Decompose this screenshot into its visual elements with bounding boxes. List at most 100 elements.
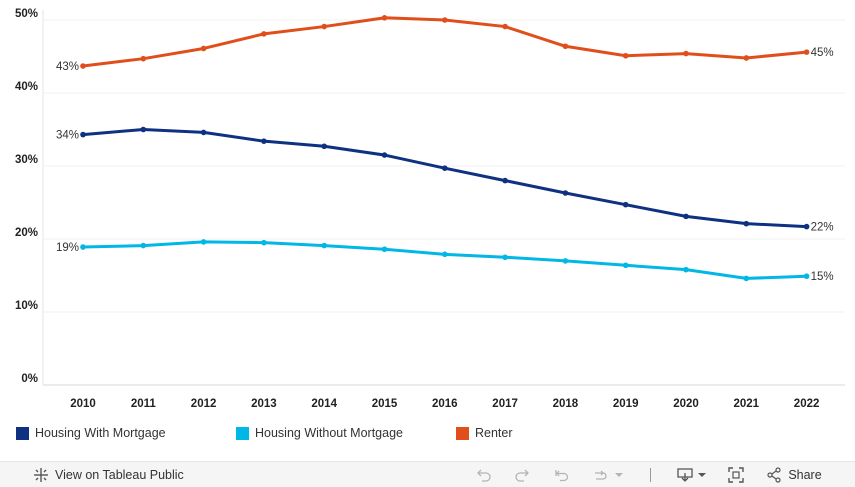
data-point xyxy=(140,242,147,249)
gridlines xyxy=(42,10,845,386)
undo-button[interactable] xyxy=(474,462,494,487)
data-point xyxy=(803,273,810,280)
data-point xyxy=(80,63,86,69)
y-tick-label: 0% xyxy=(21,373,38,385)
revert-button[interactable] xyxy=(552,462,572,487)
series-line xyxy=(82,128,807,229)
refresh-button[interactable] xyxy=(590,462,626,487)
x-tick-label: 2015 xyxy=(372,398,398,410)
data-point xyxy=(321,143,328,150)
y-tick-label: 10% xyxy=(15,300,38,312)
fullscreen-icon xyxy=(728,467,744,483)
y-axis: 0% 10% 20% 30% 40% 50% xyxy=(15,8,38,385)
data-point xyxy=(321,242,328,249)
line-chart: 0% 10% 20% 30% 40% 50% 2010 2011 2012 2013 2014 20… xyxy=(15,8,845,410)
data-point xyxy=(803,223,810,230)
legend-label: Housing With Mortgage xyxy=(35,426,166,440)
data-point xyxy=(200,239,207,245)
x-tick-label: 2018 xyxy=(553,398,579,410)
view-on-tableau-label: View on Tableau Public xyxy=(55,467,184,482)
refresh-icon xyxy=(595,470,607,480)
x-tick-label: 2014 xyxy=(311,398,337,410)
data-point xyxy=(743,275,750,282)
data-point xyxy=(622,262,629,269)
revert-icon xyxy=(555,470,569,482)
x-tick-label: 2022 xyxy=(794,398,820,410)
start-data-label: 34% xyxy=(56,130,79,142)
download-icon xyxy=(677,468,693,482)
data-point xyxy=(743,220,750,227)
legend-swatch xyxy=(16,426,29,440)
end-data-label: 45% xyxy=(811,47,834,59)
data-point xyxy=(381,152,388,158)
data-point xyxy=(502,23,508,30)
chevron-down-icon xyxy=(698,473,706,477)
download-button[interactable] xyxy=(676,462,708,487)
data-point xyxy=(80,244,86,250)
end-data-label: 15% xyxy=(811,271,834,283)
tableau-logo-icon xyxy=(34,467,48,482)
data-point xyxy=(442,251,448,258)
view-on-tableau-button[interactable]: View on Tableau Public xyxy=(33,467,184,483)
legend: Housing With Mortgage Housing Without Mo… xyxy=(16,426,513,440)
redo-icon xyxy=(515,469,529,482)
data-point xyxy=(683,50,689,57)
redo-button[interactable] xyxy=(512,462,532,487)
data-point xyxy=(140,126,147,133)
y-tick-label: 50% xyxy=(15,8,38,20)
x-tick-label: 2020 xyxy=(673,398,699,410)
legend-item-with-mortgage[interactable]: Housing With Mortgage xyxy=(16,426,236,440)
data-point xyxy=(803,49,810,55)
legend-label: Renter xyxy=(475,426,513,440)
data-point xyxy=(381,246,388,253)
data-point xyxy=(562,190,569,196)
x-tick-label: 2021 xyxy=(734,398,760,410)
data-point xyxy=(442,17,448,23)
x-axis: 2010 2011 2012 2013 2014 2015 2016 2017 2018 2019… xyxy=(70,398,819,410)
legend-swatch xyxy=(236,426,249,440)
data-point xyxy=(381,15,388,21)
data-point xyxy=(502,177,508,184)
data-point xyxy=(140,55,147,62)
data-point xyxy=(683,213,689,220)
data-point xyxy=(683,266,689,273)
data-point xyxy=(562,258,569,264)
start-data-label: 19% xyxy=(56,242,79,254)
share-label: Share xyxy=(788,468,822,482)
chevron-down-icon xyxy=(615,473,623,477)
legend-swatch xyxy=(456,426,469,440)
data-point xyxy=(622,52,629,59)
legend-item-renter[interactable]: Renter xyxy=(456,426,513,440)
share-button[interactable]: Share xyxy=(764,462,824,487)
data-point xyxy=(200,129,207,136)
x-tick-label: 2013 xyxy=(251,398,277,410)
fullscreen-button[interactable] xyxy=(726,462,746,487)
data-point xyxy=(743,55,750,61)
start-data-label: 43% xyxy=(56,61,79,73)
data-point xyxy=(261,138,267,144)
y-tick-label: 40% xyxy=(15,81,38,93)
x-tick-label: 2017 xyxy=(492,398,518,410)
share-icon xyxy=(767,467,781,483)
data-point xyxy=(502,254,508,261)
data-point xyxy=(261,239,267,246)
toolbar-divider xyxy=(650,468,651,482)
x-tick-label: 2010 xyxy=(70,398,96,410)
data-labels: 34% 22% 19% 15% 43% 45% xyxy=(56,47,834,283)
data-point xyxy=(261,31,267,37)
data-point xyxy=(200,45,207,52)
y-tick-label: 20% xyxy=(15,227,38,239)
x-tick-label: 2012 xyxy=(191,398,217,410)
data-point xyxy=(562,43,569,50)
tableau-toolbar: View on Tableau Public xyxy=(0,461,855,487)
data-point xyxy=(80,131,86,138)
y-tick-label: 30% xyxy=(15,154,38,166)
x-tick-label: 2019 xyxy=(613,398,639,410)
end-data-label: 22% xyxy=(811,222,834,234)
data-point xyxy=(321,23,328,30)
x-tick-label: 2011 xyxy=(131,398,157,410)
legend-label: Housing Without Mortgage xyxy=(255,426,403,440)
legend-item-without-mortgage[interactable]: Housing Without Mortgage xyxy=(236,426,456,440)
data-point xyxy=(622,201,629,208)
